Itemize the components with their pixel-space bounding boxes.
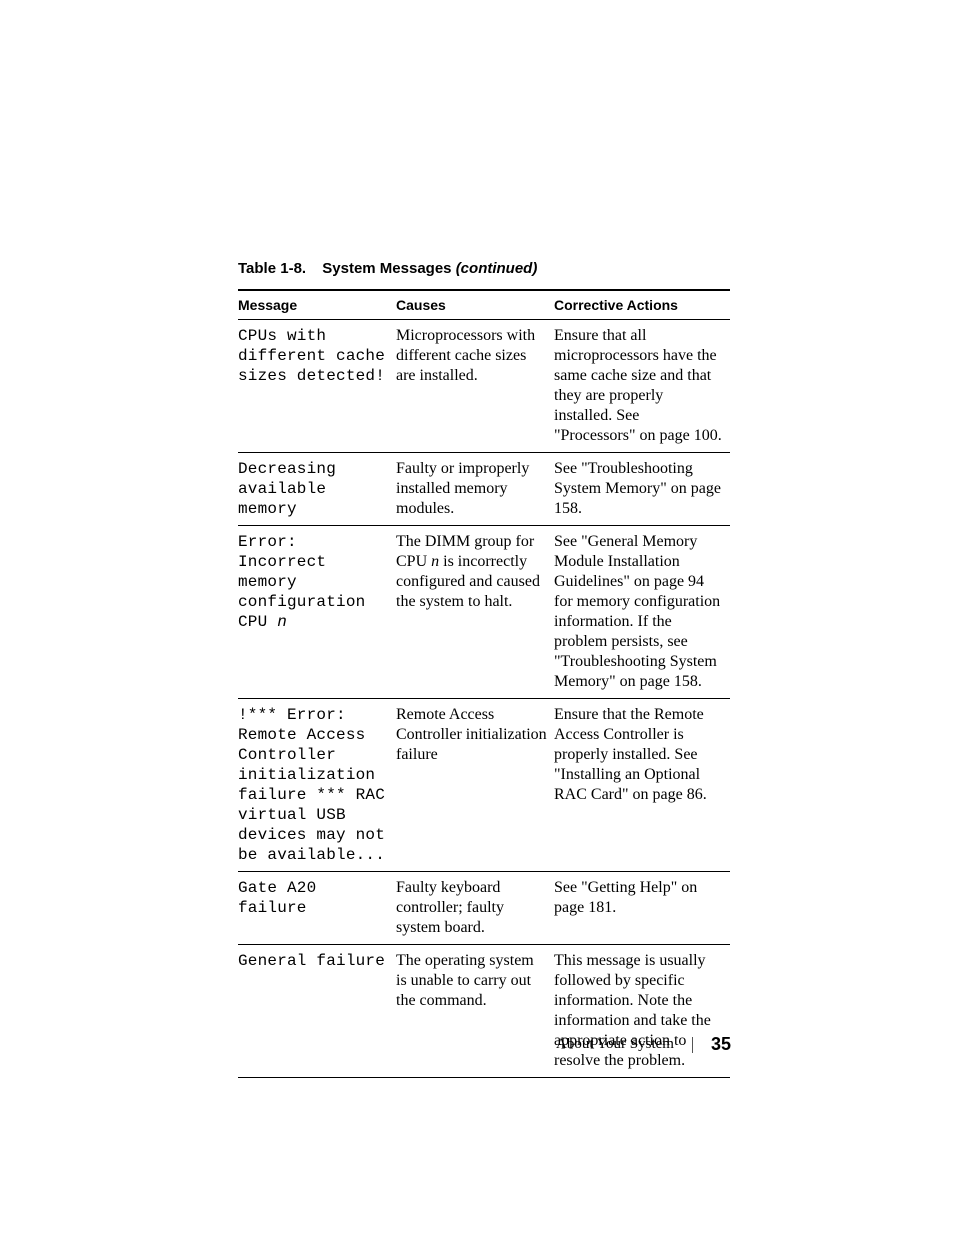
- msg-pre: Error: Incorrect memory configuration CP…: [238, 533, 365, 631]
- footer-section: About Your System: [556, 1036, 674, 1053]
- cell-cause: The DIMM group for CPU n is incorrectly …: [396, 526, 554, 699]
- caption-number: Table 1-8.: [238, 260, 306, 277]
- cell-cause: The operating system is unable to carry …: [396, 945, 554, 1078]
- cell-action: Ensure that all microprocessors have the…: [554, 320, 730, 453]
- table-row: Gate A20 failure Faulty keyboard control…: [238, 872, 730, 945]
- cell-action: See "Getting Help" on page 181.: [554, 872, 730, 945]
- table-caption: Table 1-8. System Messages (continued): [238, 260, 731, 277]
- cell-cause: Faulty or improperly installed memory mo…: [396, 453, 554, 526]
- cell-message: CPUs with different cache sizes detected…: [238, 320, 396, 453]
- cell-message: Decreasing available memory: [238, 453, 396, 526]
- cell-cause: Microprocessors with different cache siz…: [396, 320, 554, 453]
- page: Table 1-8. System Messages (continued) M…: [0, 0, 954, 1235]
- system-messages-table: Message Causes Corrective Actions CPUs w…: [238, 289, 730, 1078]
- footer-separator: [692, 1037, 693, 1053]
- page-footer: About Your System 35: [556, 1034, 731, 1055]
- caption-continued: (continued): [456, 260, 538, 277]
- cell-message: Error: Incorrect memory configuration CP…: [238, 526, 396, 699]
- cell-message: Gate A20 failure: [238, 872, 396, 945]
- table-row: Decreasing available memory Faulty or im…: [238, 453, 730, 526]
- table-header-row: Message Causes Corrective Actions: [238, 290, 730, 320]
- cell-action: Ensure that the Remote Access Controller…: [554, 699, 730, 872]
- table-row: CPUs with different cache sizes detected…: [238, 320, 730, 453]
- cell-message: General failure: [238, 945, 396, 1078]
- table-row: General failure The operating system is …: [238, 945, 730, 1078]
- col-header-actions: Corrective Actions: [554, 290, 730, 320]
- cell-cause: Remote Access Controller initialization …: [396, 699, 554, 872]
- table-row: !*** Error: Remote Access Controller ini…: [238, 699, 730, 872]
- cell-cause: Faulty keyboard controller; faulty syste…: [396, 872, 554, 945]
- msg-var: n: [277, 613, 287, 631]
- cell-action: See "General Memory Module Installation …: [554, 526, 730, 699]
- caption-title: System Messages: [322, 260, 455, 277]
- col-header-message: Message: [238, 290, 396, 320]
- cause-var: n: [431, 553, 439, 570]
- table-row: Error: Incorrect memory configuration CP…: [238, 526, 730, 699]
- footer-page-number: 35: [711, 1034, 731, 1055]
- cell-action: See "Troubleshooting System Memory" on p…: [554, 453, 730, 526]
- cell-action: This message is usually followed by spec…: [554, 945, 730, 1078]
- cell-message: !*** Error: Remote Access Controller ini…: [238, 699, 396, 872]
- col-header-causes: Causes: [396, 290, 554, 320]
